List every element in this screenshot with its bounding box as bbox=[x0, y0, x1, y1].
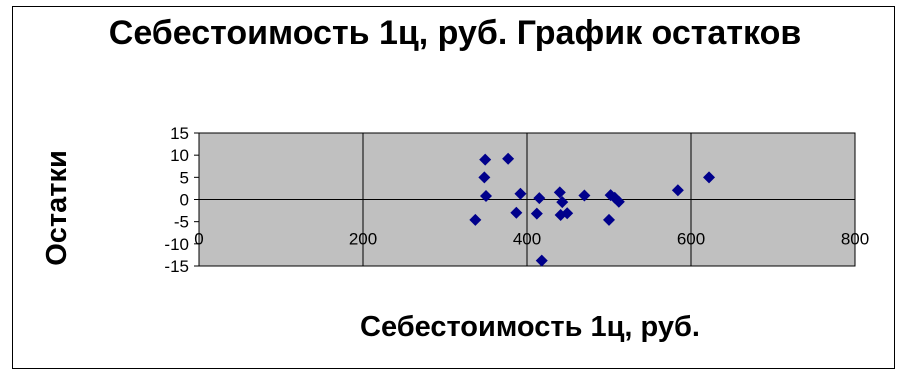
y-axis-label: Остатки bbox=[41, 150, 73, 266]
data-point-1 bbox=[479, 153, 492, 166]
data-point-4 bbox=[502, 152, 515, 165]
x-tick-label-1: 200 bbox=[349, 230, 377, 249]
x-axis-label: Себестоимость 1ц, руб. bbox=[360, 311, 700, 343]
x-tick-label-3: 600 bbox=[677, 230, 705, 249]
data-point-20 bbox=[703, 171, 716, 184]
axes bbox=[194, 132, 856, 267]
y-tick-label-1: 10 bbox=[170, 146, 189, 165]
x-tick-label-2: 400 bbox=[513, 230, 541, 249]
data-point-6 bbox=[514, 187, 527, 200]
tick-labels: 15 10 5 0 -5 -10 -15 0 200 400 600 800 bbox=[164, 124, 869, 276]
data-point-0 bbox=[469, 213, 482, 226]
y-tick-label-0: 15 bbox=[170, 124, 189, 143]
data-point-8 bbox=[533, 192, 546, 205]
data-point-5 bbox=[510, 206, 523, 219]
x-tick-label-0: 0 bbox=[194, 230, 203, 249]
data-point-19 bbox=[671, 184, 684, 197]
y-tick-label-5: -10 bbox=[164, 235, 189, 254]
y-tick-label-3: 0 bbox=[180, 191, 189, 210]
data-point-13 bbox=[561, 207, 574, 220]
data-point-12 bbox=[556, 196, 569, 209]
y-tick-label-6: -15 bbox=[164, 257, 189, 276]
data-point-10 bbox=[553, 186, 566, 199]
data-point-3 bbox=[480, 189, 492, 202]
y-tick-label-4: -5 bbox=[174, 213, 189, 232]
data-point-9 bbox=[535, 254, 548, 267]
data-points bbox=[469, 152, 716, 267]
data-point-16 bbox=[603, 213, 615, 226]
data-point-2 bbox=[478, 171, 491, 184]
data-point-14 bbox=[578, 189, 591, 202]
x-tick-label-4: 800 bbox=[841, 230, 869, 249]
data-point-18 bbox=[612, 195, 625, 208]
chart-title: Себестоимость 1ц, руб. График остатков bbox=[108, 14, 802, 52]
y-tick-label-2: 5 bbox=[180, 168, 189, 187]
data-point-7 bbox=[530, 207, 543, 220]
